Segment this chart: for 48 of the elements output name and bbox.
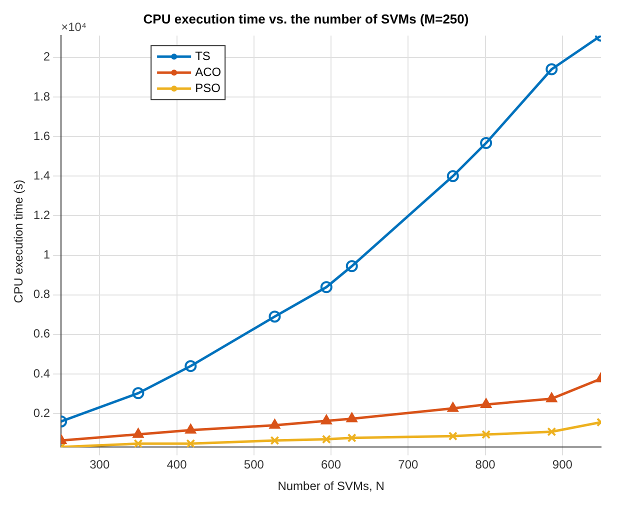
point (184, 360, 197, 372)
y-tick-label: 0.6 (33, 326, 50, 341)
point (347, 433, 356, 442)
point (546, 392, 557, 402)
y-tick-label: 1 (43, 248, 50, 262)
point (321, 414, 332, 424)
x-tick-label: 900 (552, 458, 573, 472)
x-tick-label: 500 (244, 458, 264, 472)
point (448, 402, 458, 412)
point (346, 412, 358, 422)
x-tick-label: 600 (321, 458, 342, 472)
y-tick-label: 1.4 (33, 168, 50, 182)
point (346, 260, 358, 272)
point (480, 398, 492, 408)
point (268, 310, 281, 323)
point (322, 434, 331, 444)
x-tick-label: 800 (475, 458, 496, 472)
point (320, 281, 332, 294)
point (186, 439, 196, 448)
point (547, 427, 556, 436)
point (482, 430, 491, 440)
legend-label: TS (195, 48, 210, 63)
point (185, 424, 196, 434)
point (546, 63, 558, 76)
point (134, 439, 143, 448)
point (480, 137, 492, 150)
y-tick-label: 1.8 (33, 89, 50, 104)
point (132, 387, 144, 400)
point (269, 419, 280, 429)
x-axis-title: Number of SVMs, N (278, 479, 384, 494)
point (448, 432, 458, 441)
point (446, 170, 459, 182)
legend-label: ACO (195, 64, 222, 79)
point (132, 428, 144, 438)
x-tick-label: 400 (166, 458, 188, 472)
y-tick-label: 1.6 (33, 128, 50, 143)
x-tick-label: 300 (90, 458, 110, 472)
y-tick-label: 0.2 (33, 406, 50, 420)
y-tick-label: 0.8 (33, 287, 50, 302)
legend-label: PSO (195, 80, 220, 95)
y-tick-label: 0.4 (33, 366, 50, 380)
point (270, 436, 280, 446)
x-tick-label: 700 (398, 458, 419, 472)
chart-title: CPU execution time vs. the number of SVMs (M=250) (143, 11, 469, 26)
y-tick-label: 2 (43, 50, 50, 64)
text: ×10⁴ (61, 20, 87, 34)
y-tick-label: 1.2 (33, 208, 50, 222)
y-axis-title: CPU execution time (s) (12, 180, 26, 304)
